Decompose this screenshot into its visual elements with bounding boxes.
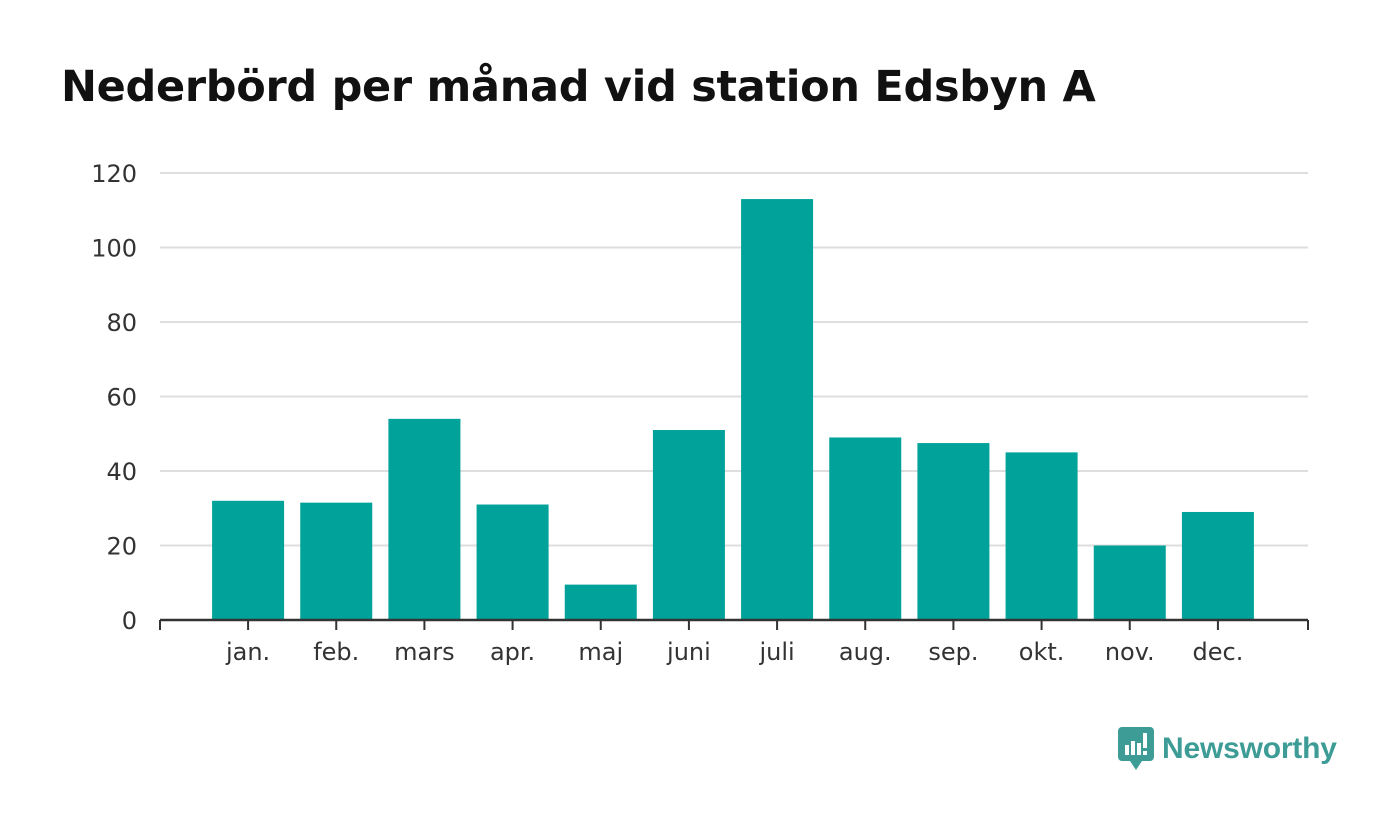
x-tick-label: feb.	[313, 638, 359, 666]
x-tick-label: jan.	[225, 638, 270, 666]
y-tick-label: 60	[106, 384, 137, 412]
y-tick-label: 80	[106, 309, 137, 337]
newsworthy-logo: Newsworthy	[1118, 727, 1337, 771]
chart-title: Nederbörd per månad vid station Edsbyn A	[61, 62, 1096, 112]
x-tick-label: aug.	[839, 638, 892, 666]
x-tick-label: juni	[666, 638, 711, 666]
bar	[1005, 452, 1078, 620]
x-tick-label: maj	[578, 638, 623, 666]
bars	[212, 199, 1254, 620]
brand-name: Newsworthy	[1162, 732, 1337, 765]
x-tick-label: dec.	[1193, 638, 1244, 666]
bar	[652, 430, 725, 620]
x-tick-label: okt.	[1019, 638, 1065, 666]
x-tick-label: juli	[758, 638, 794, 666]
x-tick-label: nov.	[1105, 638, 1155, 666]
x-tick-labels: jan. feb. mars apr. maj juni juli aug. sep. okt. n…	[225, 638, 1243, 666]
bar	[741, 199, 814, 620]
y-tick-label: 40	[106, 458, 137, 486]
y-tick-label: 120	[91, 160, 137, 188]
y-tick-labels: 0 20 40 60 80 100 120	[91, 160, 137, 635]
gridlines	[160, 172, 1308, 547]
bar	[476, 504, 549, 620]
y-tick-label: 100	[91, 235, 137, 263]
bar	[1181, 511, 1254, 620]
bar	[300, 502, 373, 620]
newsworthy-logo-icon	[1118, 727, 1154, 770]
bar	[388, 418, 461, 620]
x-axis	[159, 618, 1309, 630]
bar	[1093, 545, 1166, 620]
y-tick-label: 20	[106, 533, 137, 561]
bar	[212, 500, 285, 620]
x-tick-label: sep.	[928, 638, 978, 666]
x-tick-label: apr.	[490, 638, 535, 666]
bar	[917, 443, 990, 620]
bar	[564, 584, 637, 620]
x-tick-label: mars	[394, 638, 454, 666]
bar	[829, 437, 902, 620]
y-tick-label: 0	[122, 607, 137, 635]
